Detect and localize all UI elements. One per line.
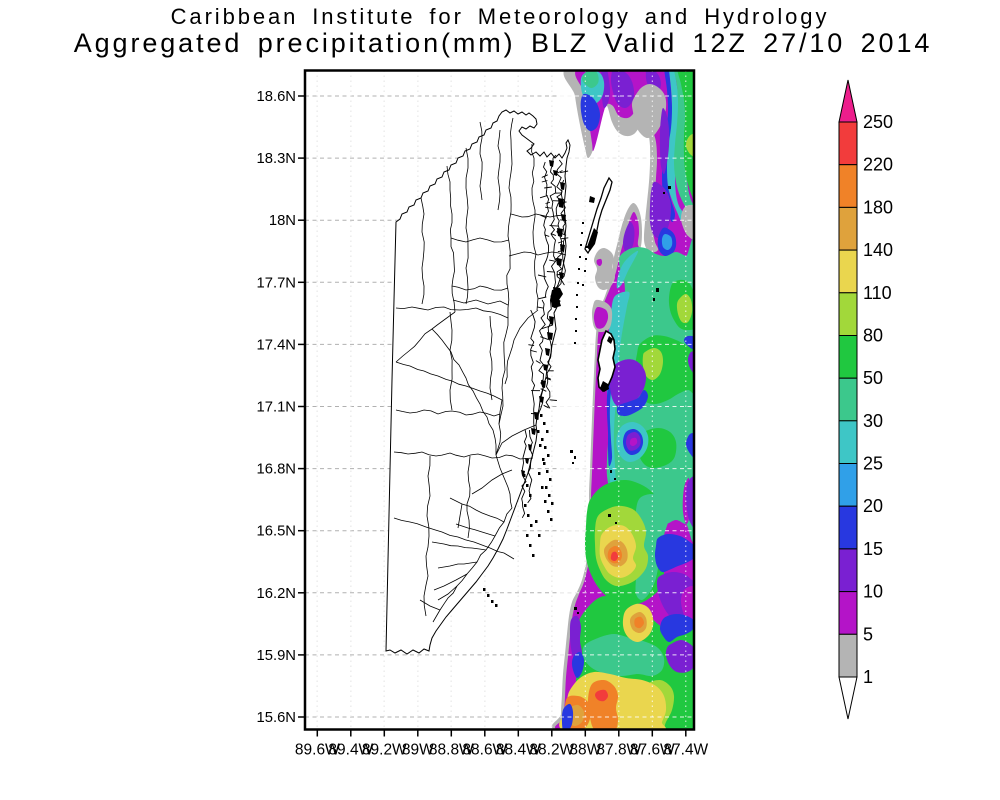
svg-text:10: 10 xyxy=(863,582,883,602)
svg-text:15.9N: 15.9N xyxy=(257,648,297,664)
svg-text:Caribbean Institute for Meteor: Caribbean Institute for Meteorology and … xyxy=(171,4,830,29)
svg-text:5: 5 xyxy=(863,624,873,644)
svg-text:220: 220 xyxy=(863,155,893,175)
svg-text:25: 25 xyxy=(863,454,883,474)
svg-text:89.2W: 89.2W xyxy=(362,742,407,759)
svg-text:16.2N: 16.2N xyxy=(257,586,297,602)
svg-text:18N: 18N xyxy=(269,213,296,229)
svg-text:89W: 89W xyxy=(402,742,434,759)
svg-text:140: 140 xyxy=(863,240,893,260)
svg-text:180: 180 xyxy=(863,197,893,217)
svg-text:88.4W: 88.4W xyxy=(496,742,541,759)
svg-text:17.4N: 17.4N xyxy=(257,337,297,353)
svg-text:87.4W: 87.4W xyxy=(663,742,708,759)
svg-text:15.6N: 15.6N xyxy=(257,710,297,726)
svg-text:15: 15 xyxy=(863,539,883,559)
svg-text:110: 110 xyxy=(863,283,892,303)
svg-text:89.6W: 89.6W xyxy=(295,742,340,759)
svg-text:88.2W: 88.2W xyxy=(529,742,574,759)
svg-text:20: 20 xyxy=(863,496,883,516)
svg-text:18.6N: 18.6N xyxy=(257,89,297,105)
svg-text:30: 30 xyxy=(863,411,883,431)
svg-text:250: 250 xyxy=(863,112,893,132)
svg-text:88W: 88W xyxy=(569,742,601,759)
svg-text:Aggregated precipitation(mm) B: Aggregated precipitation(mm) BLZ Valid 1… xyxy=(74,28,933,58)
svg-text:16.5N: 16.5N xyxy=(257,524,297,540)
svg-text:17.1N: 17.1N xyxy=(257,400,297,416)
svg-text:80: 80 xyxy=(863,326,883,346)
svg-text:88.6W: 88.6W xyxy=(462,742,507,759)
svg-text:18.3N: 18.3N xyxy=(257,151,297,167)
svg-text:87.8W: 87.8W xyxy=(596,742,641,759)
svg-text:17.7N: 17.7N xyxy=(257,275,297,291)
svg-text:1: 1 xyxy=(863,667,873,687)
svg-text:87.6W: 87.6W xyxy=(630,742,675,759)
svg-text:50: 50 xyxy=(863,368,883,388)
svg-text:16.8N: 16.8N xyxy=(257,462,297,478)
svg-text:88.8W: 88.8W xyxy=(429,742,474,759)
svg-text:89.4W: 89.4W xyxy=(328,742,373,759)
